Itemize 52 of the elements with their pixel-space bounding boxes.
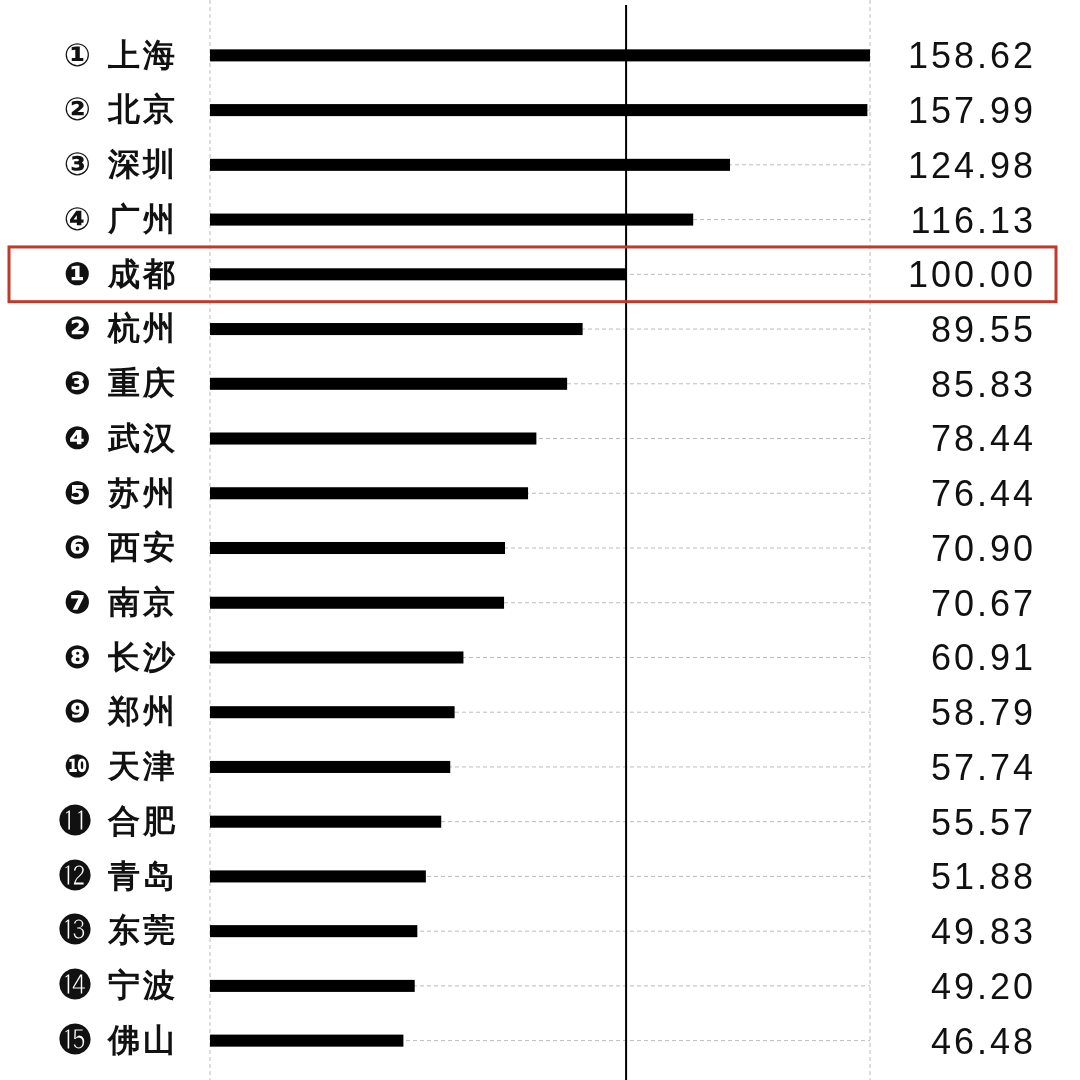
data-label: 116.13 xyxy=(910,199,1036,241)
data-label: 51.88 xyxy=(930,856,1036,898)
data-label: 60.91 xyxy=(930,637,1036,679)
y-tick-label: ❷ 杭州 xyxy=(63,309,178,348)
data-label: 100.00 xyxy=(907,254,1036,296)
y-tick-label: ⓫ 合肥 xyxy=(58,801,178,840)
data-label: 55.57 xyxy=(930,801,1036,843)
y-tick-label: ③ 深圳 xyxy=(63,145,178,184)
bar xyxy=(210,432,537,445)
y-tick-label: ⓬ 青岛 xyxy=(58,856,178,895)
bar xyxy=(210,815,442,828)
data-label: 70.90 xyxy=(930,527,1036,569)
y-tick-label: ④ 广州 xyxy=(63,199,178,238)
bar xyxy=(210,541,506,555)
data-label: 89.55 xyxy=(930,309,1036,351)
data-label: 78.44 xyxy=(930,418,1036,460)
y-tick-label: ❻ 西安 xyxy=(63,528,178,567)
y-tick-label: ❹ 武汉 xyxy=(63,418,178,457)
y-tick-label: ❺ 苏州 xyxy=(63,473,178,512)
y-tick-label: ❿ 天津 xyxy=(63,747,178,786)
bar xyxy=(210,1034,404,1047)
y-tick-label: ❸ 重庆 xyxy=(63,364,178,403)
y-tick-label: ❼ 南京 xyxy=(63,582,178,621)
y-tick-label: ⓯ 佛山 xyxy=(58,1020,178,1059)
data-label: 57.74 xyxy=(930,746,1036,788)
bar xyxy=(210,651,464,664)
bar xyxy=(210,487,529,500)
y-tick-label: ❾ 郑州 xyxy=(63,692,178,731)
data-label: 158.62 xyxy=(907,35,1036,77)
data-label: 70.67 xyxy=(930,582,1036,624)
y-tick-label: ⓭ 东莞 xyxy=(58,911,178,950)
y-tick-label: ❶ 成都 xyxy=(63,254,178,293)
data-label: 58.79 xyxy=(930,692,1036,734)
y-tick-label: ① 上海 xyxy=(63,35,178,74)
data-label: 124.98 xyxy=(907,144,1036,186)
data-label: 157.99 xyxy=(907,90,1036,132)
bar xyxy=(210,760,451,773)
y-tick-label: ② 北京 xyxy=(63,90,178,129)
y-tick-label: ❽ 长沙 xyxy=(63,637,178,676)
bar xyxy=(210,377,568,390)
bar xyxy=(210,596,505,609)
data-label: 46.48 xyxy=(930,1020,1036,1062)
data-label: 85.83 xyxy=(930,363,1036,405)
bar xyxy=(210,870,426,883)
data-label: 49.20 xyxy=(930,965,1036,1007)
y-tick-label: ⓮ 宁波 xyxy=(58,966,178,1005)
bar xyxy=(210,925,418,938)
bar xyxy=(210,706,455,719)
data-label: 76.44 xyxy=(930,473,1036,515)
bar xyxy=(210,323,583,336)
data-label: 49.83 xyxy=(930,911,1036,953)
bar xyxy=(210,979,415,992)
